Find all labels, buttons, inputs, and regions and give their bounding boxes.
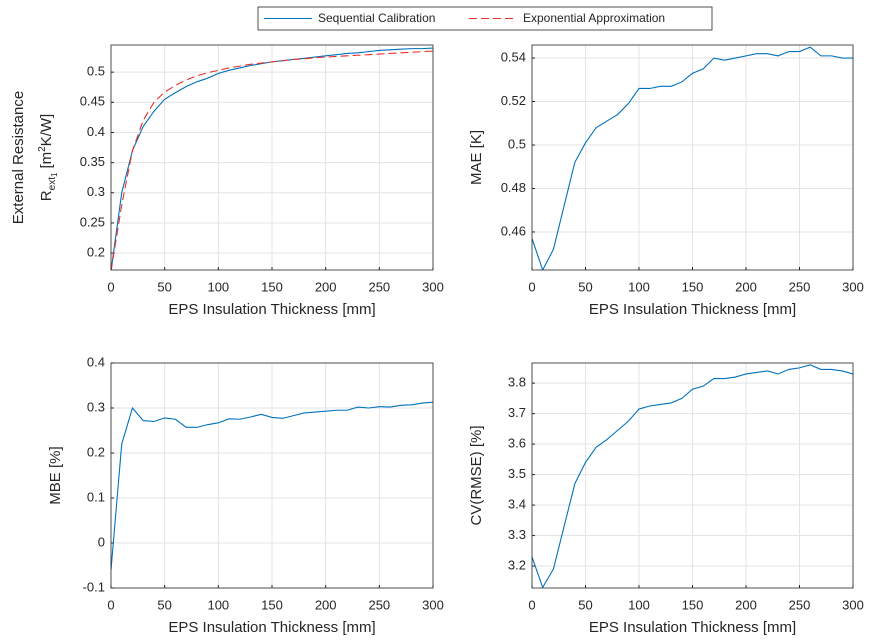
data-line xyxy=(111,401,433,571)
subscript: 1 xyxy=(50,172,59,177)
legend-label: Exponential Approximation xyxy=(523,11,665,25)
y-axis-label: CV(RMSE) [%] xyxy=(468,425,485,525)
x-tick-label: 300 xyxy=(422,597,444,612)
x-tick-label: 200 xyxy=(315,279,337,294)
x-tick-label: 250 xyxy=(368,279,390,294)
symbol: R xyxy=(38,190,55,201)
unit: [m xyxy=(38,152,55,169)
x-tick-label: 200 xyxy=(735,597,757,612)
x-tick-label: 100 xyxy=(628,279,650,294)
x-tick-label: 250 xyxy=(789,279,811,294)
x-tick-label: 150 xyxy=(261,279,283,294)
x-tick-label: 50 xyxy=(157,597,171,612)
x-tick-label: 150 xyxy=(682,279,704,294)
y-tick-label: 3.7 xyxy=(508,405,526,420)
axes-box xyxy=(110,44,434,271)
x-tick-label: 200 xyxy=(315,597,337,612)
x-tick-label: 300 xyxy=(422,279,444,294)
x-tick-label: 0 xyxy=(107,279,114,294)
y-axis-label: External Resistance xyxy=(10,91,27,224)
x-tick-label: 100 xyxy=(628,597,650,612)
y-tick-label: 0.35 xyxy=(80,154,105,169)
unit: K/W] xyxy=(38,114,55,147)
y-tick-label: 0.3 xyxy=(87,399,105,414)
y-axis-label: MAE [K] xyxy=(468,130,485,185)
x-tick-label: 150 xyxy=(261,597,283,612)
y-tick-label: 0.25 xyxy=(80,214,105,229)
x-tick-label: 300 xyxy=(842,279,864,294)
x-tick-label: 250 xyxy=(789,597,811,612)
x-tick-label: 0 xyxy=(528,279,535,294)
y-axis-label: Rext1 [m2K/W] xyxy=(37,114,59,201)
y-tick-label: 0.4 xyxy=(87,354,105,369)
x-tick-label: 200 xyxy=(735,279,757,294)
y-tick-label: 0.2 xyxy=(87,245,105,260)
data-line xyxy=(532,364,853,588)
x-axis-label: EPS Insulation Thickness [mm] xyxy=(168,619,375,636)
x-tick-label: 50 xyxy=(157,279,171,294)
x-axis-label: EPS Insulation Thickness [mm] xyxy=(168,301,375,318)
y-tick-label: 0.1 xyxy=(87,489,105,504)
x-tick-label: 150 xyxy=(682,597,704,612)
x-axis-label: EPS Insulation Thickness [mm] xyxy=(589,301,796,318)
x-tick-label: 0 xyxy=(107,597,114,612)
x-tick-label: 250 xyxy=(368,597,390,612)
y-tick-label: 0.3 xyxy=(87,184,105,199)
y-tick-label: 0.54 xyxy=(501,49,526,64)
x-tick-label: 0 xyxy=(528,597,535,612)
y-tick-label: 0.5 xyxy=(87,64,105,79)
y-tick-label: 0.52 xyxy=(501,93,526,108)
y-axis-label: MBE [%] xyxy=(47,446,64,504)
y-tick-label: 0.46 xyxy=(501,223,526,238)
y-tick-label: 3.8 xyxy=(508,375,526,390)
subscript: ext xyxy=(47,177,58,191)
axes-box xyxy=(110,362,434,589)
y-tick-label: 0.4 xyxy=(87,124,105,139)
superscript: 2 xyxy=(37,146,48,152)
x-tick-label: 100 xyxy=(207,279,229,294)
x-tick-label: 50 xyxy=(578,279,592,294)
x-tick-label: 50 xyxy=(578,597,592,612)
x-tick-label: 300 xyxy=(842,597,864,612)
legend-label: Sequential Calibration xyxy=(318,11,435,25)
y-tick-label: 3.4 xyxy=(508,497,526,512)
x-tick-label: 100 xyxy=(207,597,229,612)
y-tick-label: 0 xyxy=(98,534,105,549)
y-tick-label: 3.2 xyxy=(508,557,526,572)
data-line xyxy=(532,46,853,270)
y-tick-label: 3.6 xyxy=(508,436,526,451)
y-tick-label: 3.3 xyxy=(508,527,526,542)
axes-box xyxy=(531,362,854,589)
data-line xyxy=(111,50,433,270)
y-tick-label: 3.5 xyxy=(508,466,526,481)
x-axis-label: EPS Insulation Thickness [mm] xyxy=(589,619,796,636)
y-tick-label: 0.5 xyxy=(508,136,526,151)
y-tick-label: 0.48 xyxy=(501,180,526,195)
y-tick-label: 0.2 xyxy=(87,444,105,459)
y-tick-label: 0.45 xyxy=(80,94,105,109)
y-tick-label: -0.1 xyxy=(83,579,105,594)
axes-box xyxy=(531,44,854,271)
